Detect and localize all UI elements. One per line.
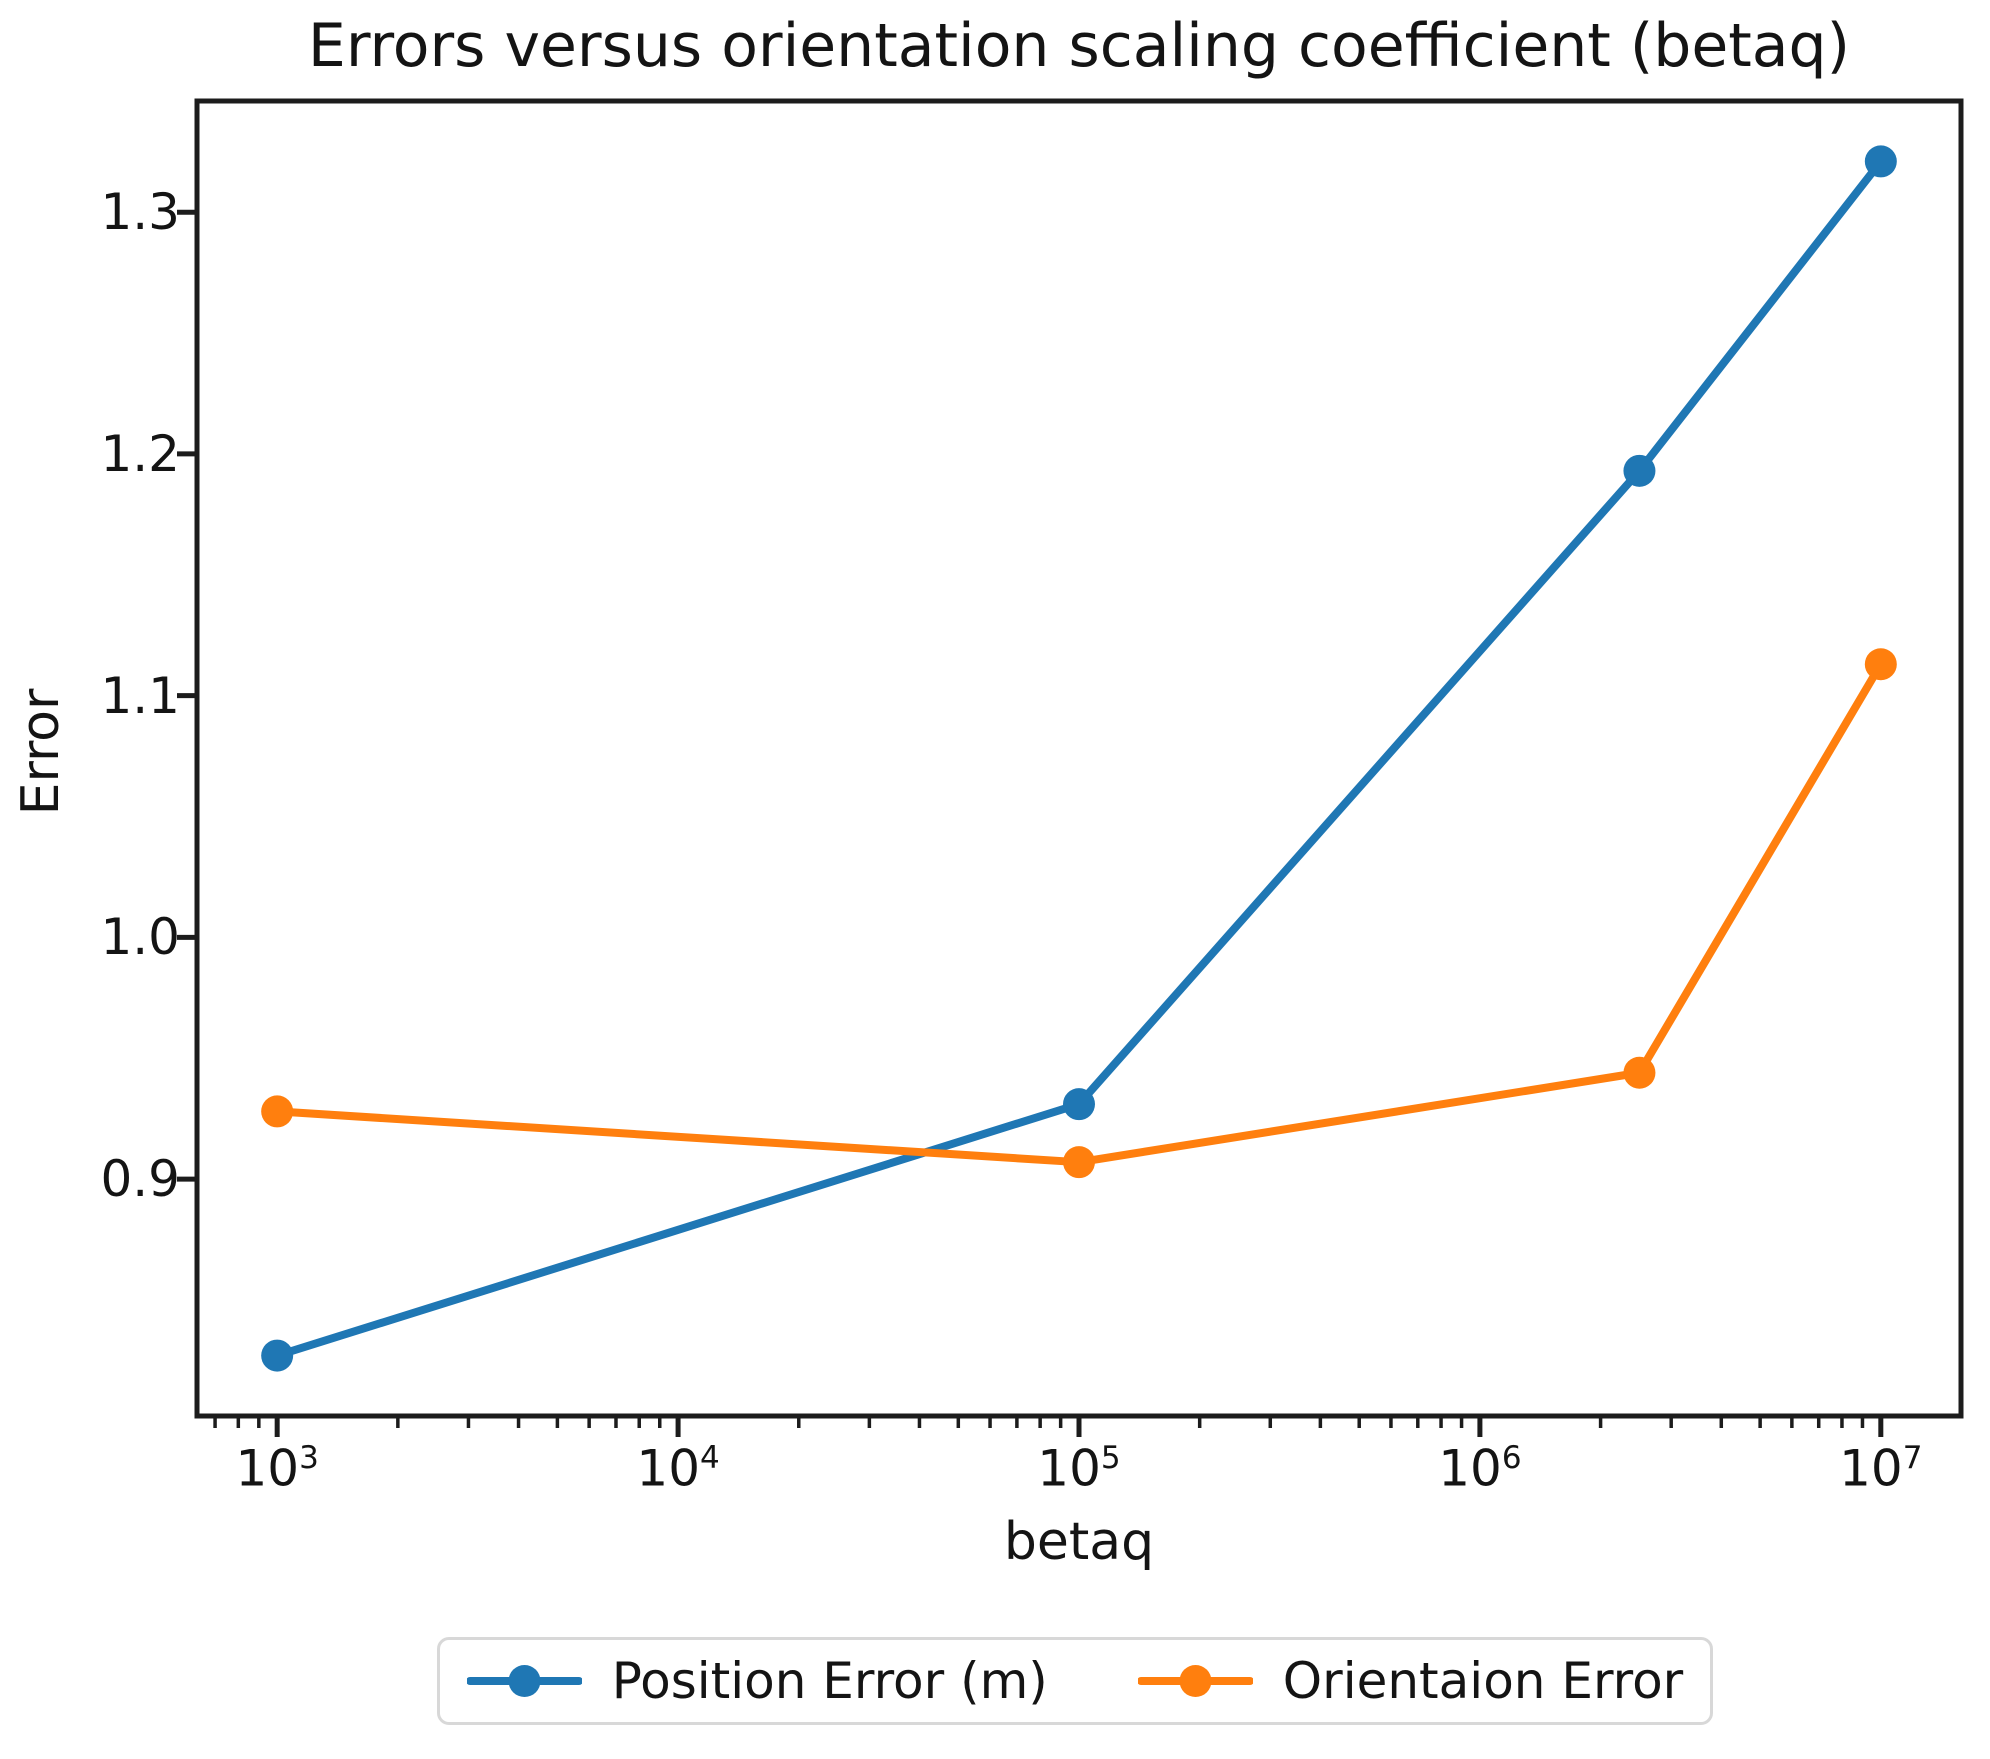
line-marker-icon [1137,1661,1253,1701]
legend-label: Orientaion Error [1282,1652,1684,1710]
series-line-0 [273,157,1885,1360]
data-point-0-2 [1623,454,1656,487]
data-point-1-1 [1062,1146,1095,1179]
data-point-0-3 [1864,145,1897,178]
exponent: 6 [1501,1440,1522,1476]
data-point-0-0 [261,1339,294,1372]
data-point-1-3 [1864,648,1897,681]
y-axis-label: Error [11,688,71,816]
exponent: 4 [700,1440,720,1476]
x-tick-label: 103 [235,1439,319,1498]
legend: Position Error (m) Orientaion Error [437,1637,1713,1725]
y-tick-label: 1.2 [100,424,180,483]
exponent: 7 [1902,1440,1923,1476]
y-tick-label: 1.1 [100,666,180,725]
y-tick-label: 1.0 [100,908,180,967]
exponent: 5 [1100,1440,1121,1476]
y-tick-label: 0.9 [100,1150,180,1209]
axes-frame [194,98,1964,1419]
legend-symbol-svg [466,1665,582,1697]
line-marker-icon [466,1661,582,1701]
chart-title: Errors versus orientation scaling coeffi… [307,11,1851,81]
exponent: 3 [299,1440,319,1476]
x-tick-label: 104 [636,1439,720,1498]
y-tick-label: 1.3 [100,183,180,242]
x-axis-label: betaq [1003,1512,1155,1572]
data-point-0-1 [1062,1088,1095,1121]
legend-entry-position-error: Position Error (m) [466,1652,1048,1710]
series-line-1 [273,660,1885,1167]
legend-symbol-svg [1137,1665,1253,1697]
data-point-1-2 [1623,1056,1656,1089]
legend-entry-orientation-error: Orientaion Error [1137,1652,1684,1710]
x-tick-label: 107 [1839,1439,1923,1498]
x-tick-label: 105 [1037,1439,1121,1498]
x-tick-label: 106 [1438,1439,1522,1498]
data-point-1-0 [261,1095,294,1128]
legend-label: Position Error (m) [611,1652,1048,1710]
